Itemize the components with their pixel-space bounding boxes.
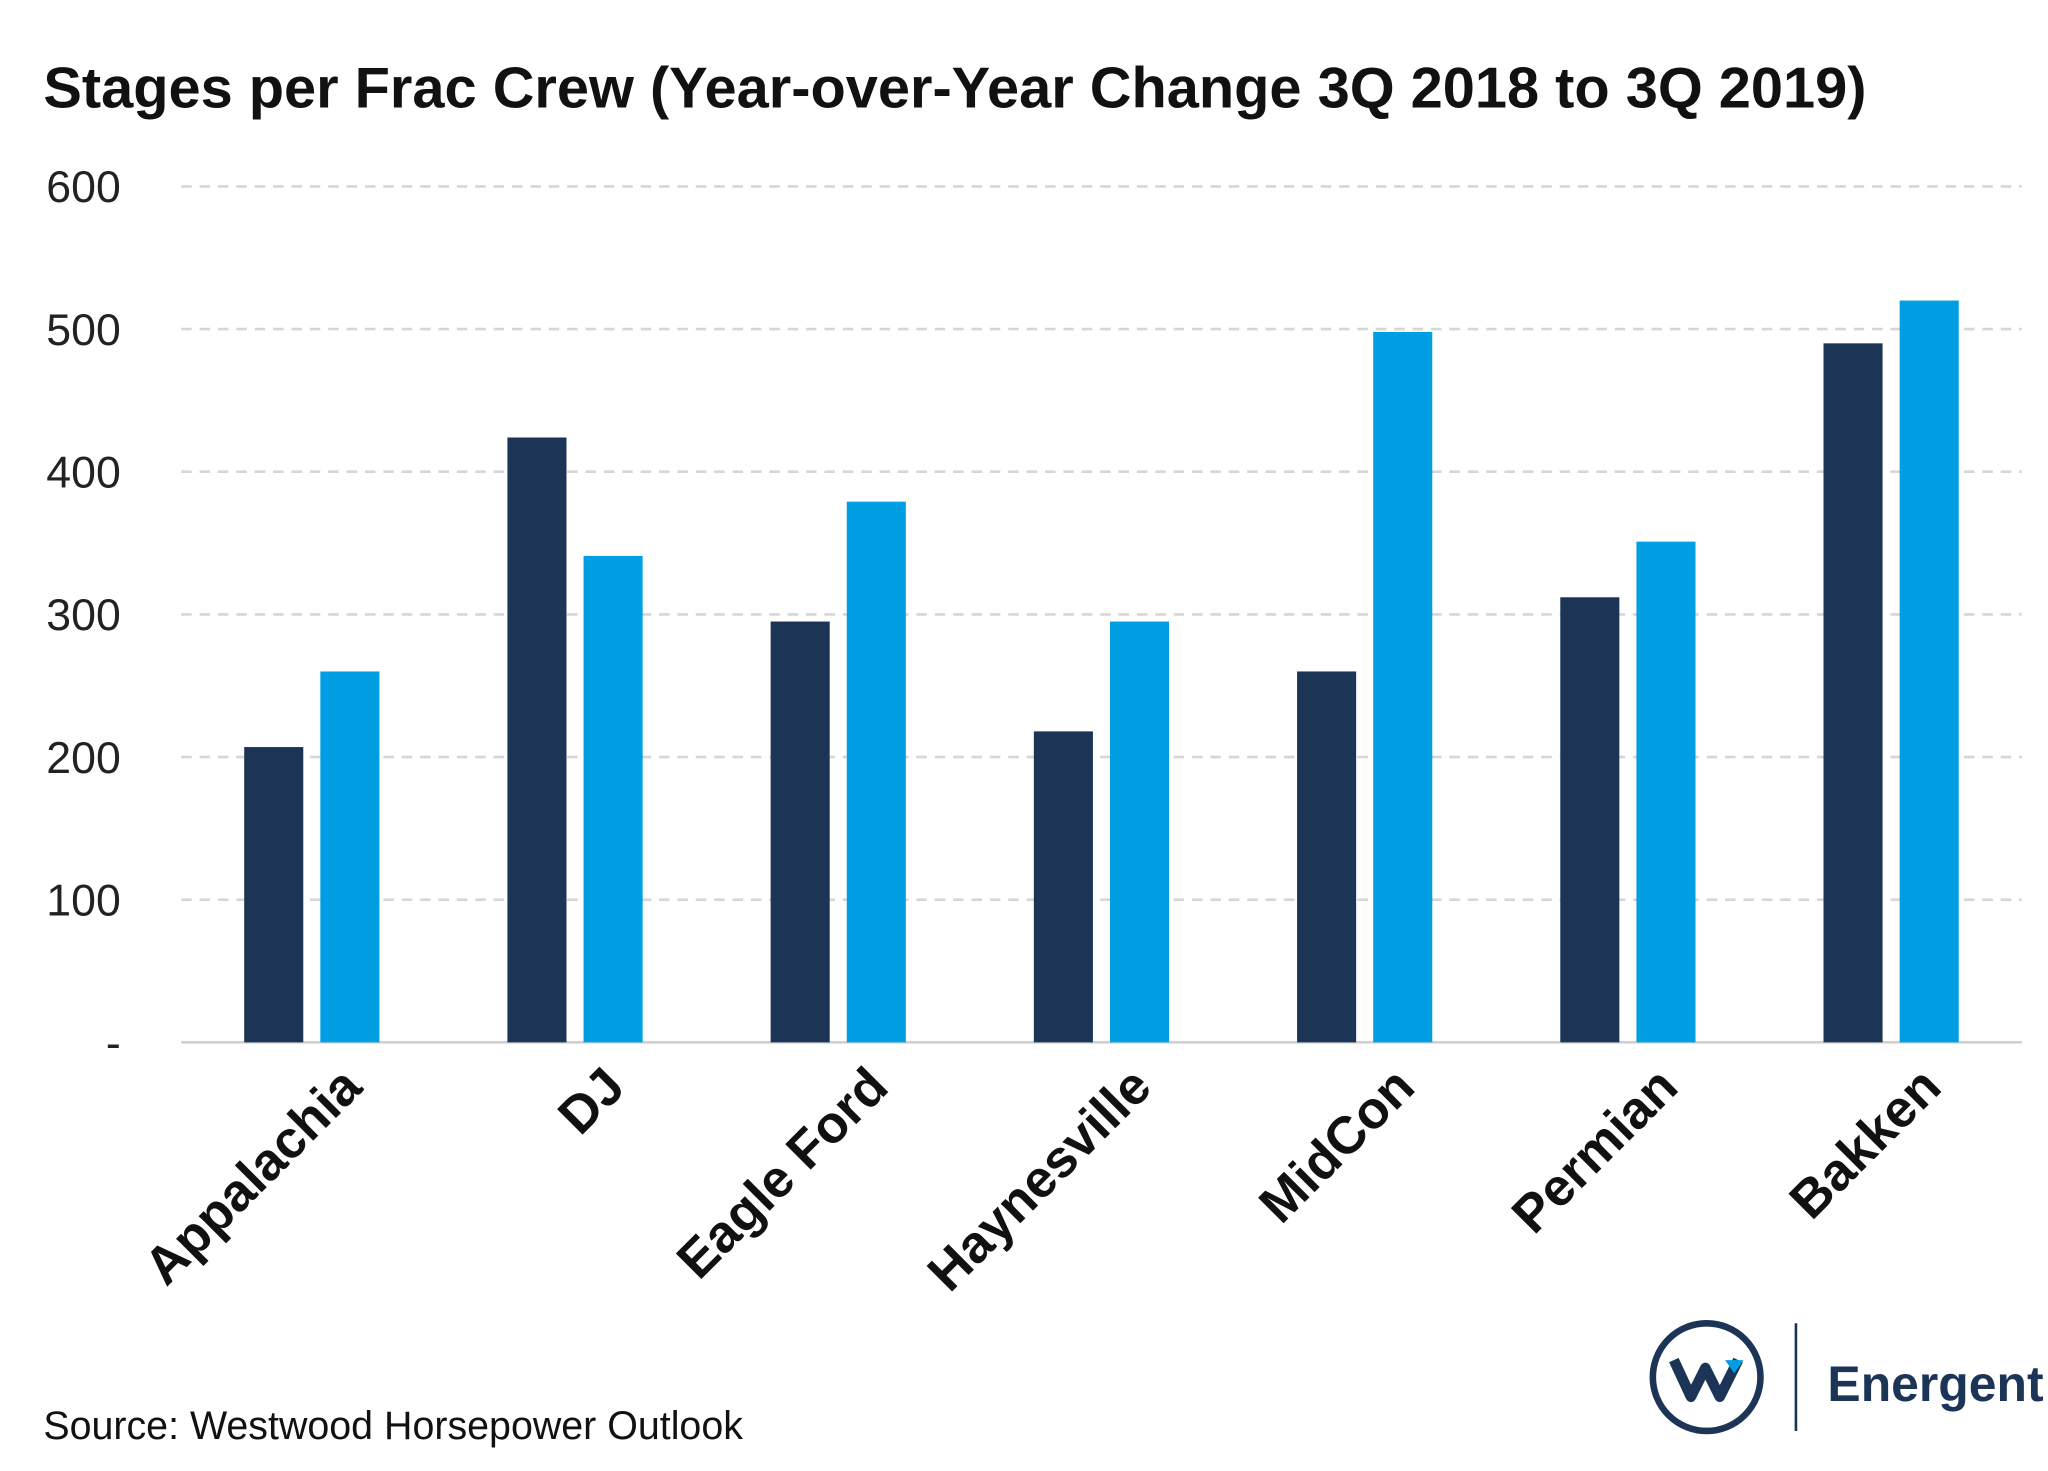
x-axis: Appalachia DJ Eagle Ford Haynesville MidCon P… bbox=[133, 1056, 1952, 1303]
x-tick-label: Bakken bbox=[1778, 1056, 1952, 1230]
bar-midcon-2 bbox=[1373, 331, 1433, 1043]
source-note: Source: Westwood Horsepower Outlook bbox=[43, 1404, 743, 1448]
y-tick-label: 200 bbox=[46, 734, 120, 783]
x-tick-label: Appalachia bbox=[133, 1056, 373, 1296]
bar-permian-1 bbox=[1560, 597, 1620, 1043]
bar-haynesville-1 bbox=[1033, 731, 1093, 1043]
bar-eagle-ford-2 bbox=[846, 501, 906, 1043]
bar-appalachia-1 bbox=[244, 747, 304, 1043]
bar-dj-2 bbox=[583, 555, 643, 1043]
logo-w-icon bbox=[1669, 1357, 1743, 1403]
logo-accent-icon bbox=[1725, 1360, 1744, 1374]
y-tick-label: 100 bbox=[46, 876, 120, 925]
bar-bakken-1 bbox=[1823, 343, 1883, 1043]
bars bbox=[244, 300, 1959, 1043]
energent-logo: Energent bbox=[1649, 1320, 2044, 1435]
x-tick-label: DJ bbox=[547, 1056, 636, 1145]
x-tick-label: Permian bbox=[1501, 1056, 1689, 1244]
y-tick-label: 500 bbox=[46, 306, 120, 355]
bar-appalachia-2 bbox=[320, 671, 380, 1043]
y-tick-label: - bbox=[106, 1019, 121, 1068]
logo-text: Energent bbox=[1827, 1356, 2043, 1412]
gridlines bbox=[181, 185, 2022, 1044]
bar-haynesville-2 bbox=[1109, 621, 1170, 1043]
bar-dj-1 bbox=[507, 437, 567, 1043]
chart-title: Stages per Frac Crew (Year-over-Year Cha… bbox=[43, 57, 1866, 121]
bar-midcon-1 bbox=[1297, 671, 1357, 1043]
y-tick-label: 600 bbox=[46, 163, 120, 212]
y-tick-label: 400 bbox=[46, 448, 120, 497]
bar-bakken-2 bbox=[1899, 300, 1959, 1043]
x-tick-label: MidCon bbox=[1248, 1056, 1426, 1234]
bar-permian-2 bbox=[1636, 541, 1696, 1043]
y-tick-label: 300 bbox=[46, 591, 120, 640]
logo-circle-icon bbox=[1649, 1320, 1764, 1435]
x-tick-label: Haynesville bbox=[916, 1056, 1162, 1302]
y-axis: - 100 200 300 400 500 600 bbox=[46, 163, 120, 1068]
bar-eagle-ford-1 bbox=[770, 621, 830, 1043]
x-tick-label: Eagle Ford bbox=[666, 1056, 900, 1290]
